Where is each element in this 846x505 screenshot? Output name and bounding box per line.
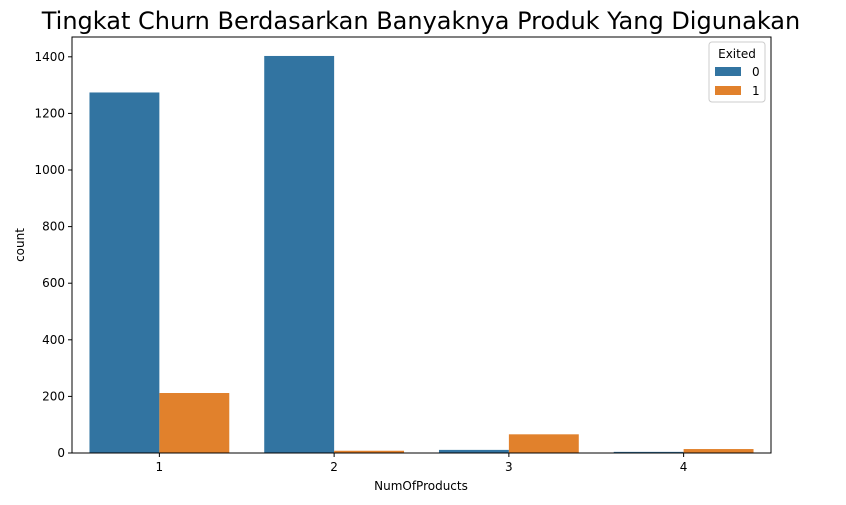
legend: Exited 0 1 [708,41,766,103]
y-tick-label: 200 [42,389,65,403]
bar-exited-0-products-4 [613,451,684,453]
y-tick-label: 800 [42,220,65,234]
legend-swatch-1 [715,86,741,95]
bar-exited-0-products-2 [264,55,335,454]
plot-frame [71,36,772,454]
y-tick-label: 600 [42,276,65,290]
y-axis: 0 200 400 600 800 1000 1200 1400 [34,50,72,460]
bars-group [89,55,754,454]
x-tick-label: 1 [156,460,164,474]
bar-exited-1-products-1 [159,393,230,453]
legend-label-1: 1 [752,84,760,98]
bar-exited-1-products-3 [508,434,579,453]
y-axis-label: count [13,228,27,262]
legend-label-0: 0 [752,65,760,79]
bar-exited-0-products-1 [89,92,160,453]
x-axis-label: NumOfProducts [374,479,468,493]
y-tick-label: 400 [42,333,65,347]
x-tick-label: 2 [330,460,338,474]
x-axis: 1 2 3 4 [156,453,688,474]
legend-swatch-0 [715,67,741,76]
bar-exited-1-products-4 [683,449,754,453]
y-tick-label: 1400 [34,50,65,64]
bar-exited-1-products-2 [334,450,405,453]
bar-exited-0-products-3 [438,449,509,453]
y-tick-label: 1200 [34,106,65,120]
x-tick-label: 3 [505,460,513,474]
x-tick-label: 4 [680,460,688,474]
y-tick-label: 0 [57,446,65,460]
chart-title: Tingkat Churn Berdasarkan Banyaknya Prod… [41,7,800,35]
legend-title: Exited [718,47,756,61]
y-tick-label: 1000 [34,163,65,177]
